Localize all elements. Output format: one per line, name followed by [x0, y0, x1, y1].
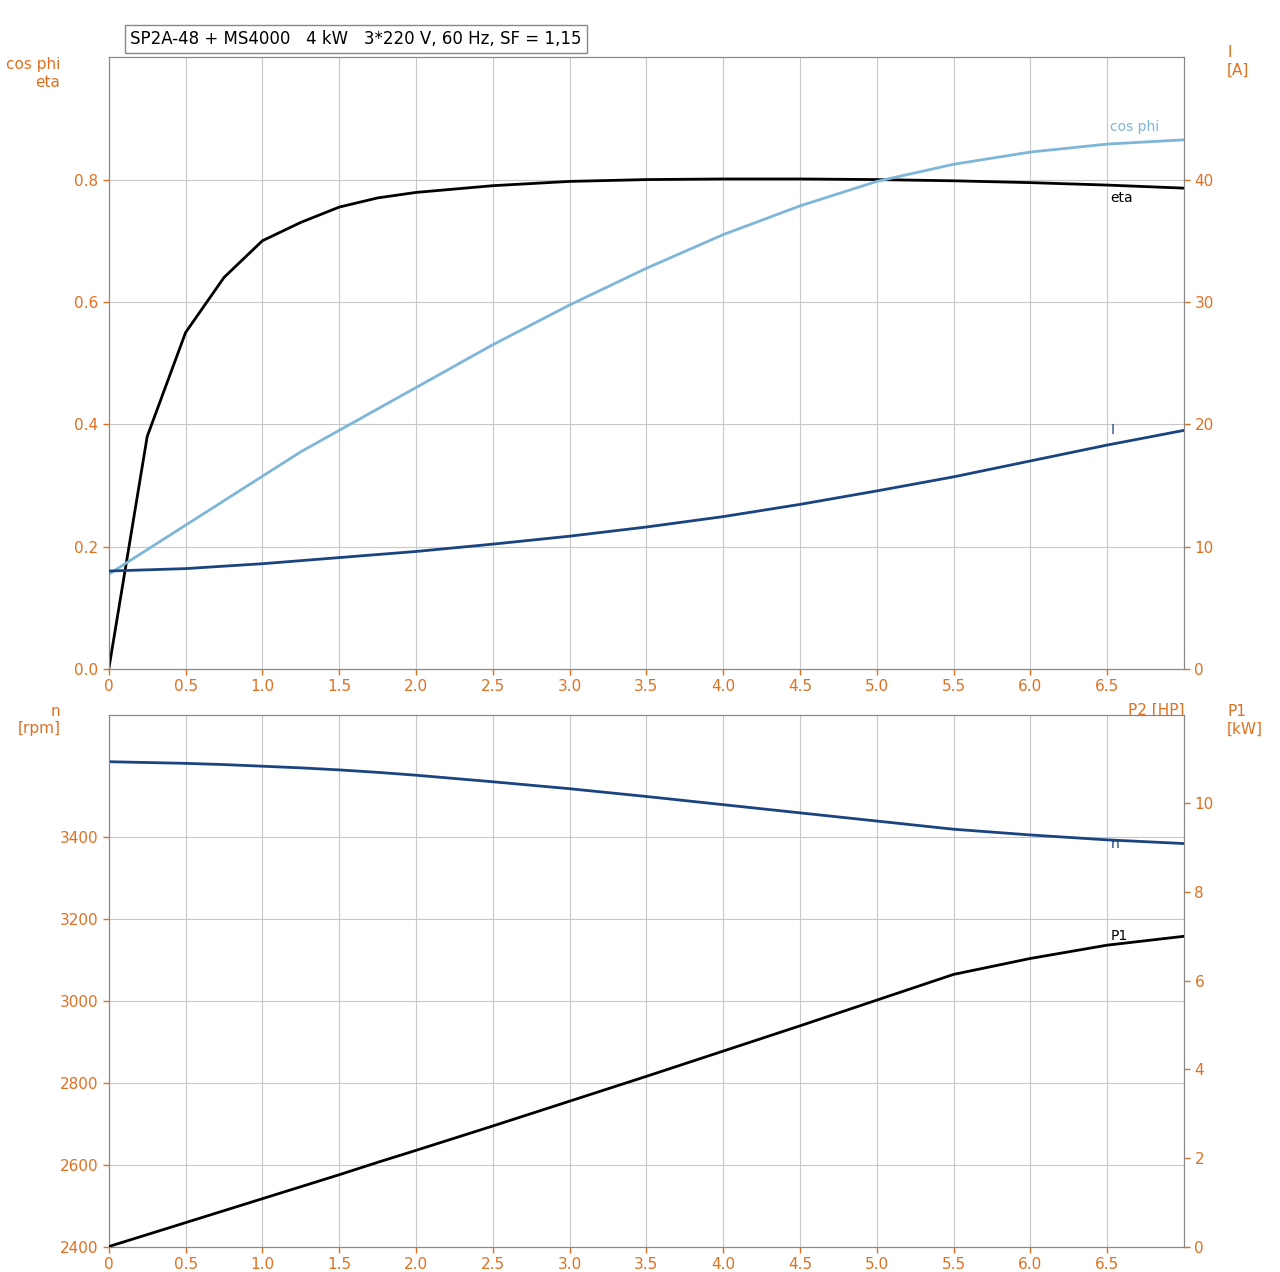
- Y-axis label: n
[rpm]: n [rpm]: [18, 703, 60, 736]
- Text: I: I: [1110, 424, 1115, 438]
- Y-axis label: cos phi
eta: cos phi eta: [6, 57, 60, 89]
- Text: P2 [HP]: P2 [HP]: [1128, 702, 1184, 717]
- Text: SP2A-48 + MS4000   4 kW   3*220 V, 60 Hz, SF = 1,15: SP2A-48 + MS4000 4 kW 3*220 V, 60 Hz, SF…: [131, 31, 582, 48]
- Y-axis label: P1
[kW]: P1 [kW]: [1228, 703, 1263, 736]
- Text: cos phi: cos phi: [1110, 120, 1160, 134]
- Text: eta: eta: [1110, 191, 1133, 205]
- Text: n: n: [1110, 837, 1119, 851]
- Y-axis label: I
[A]: I [A]: [1228, 45, 1249, 78]
- Text: P1: P1: [1110, 930, 1128, 944]
